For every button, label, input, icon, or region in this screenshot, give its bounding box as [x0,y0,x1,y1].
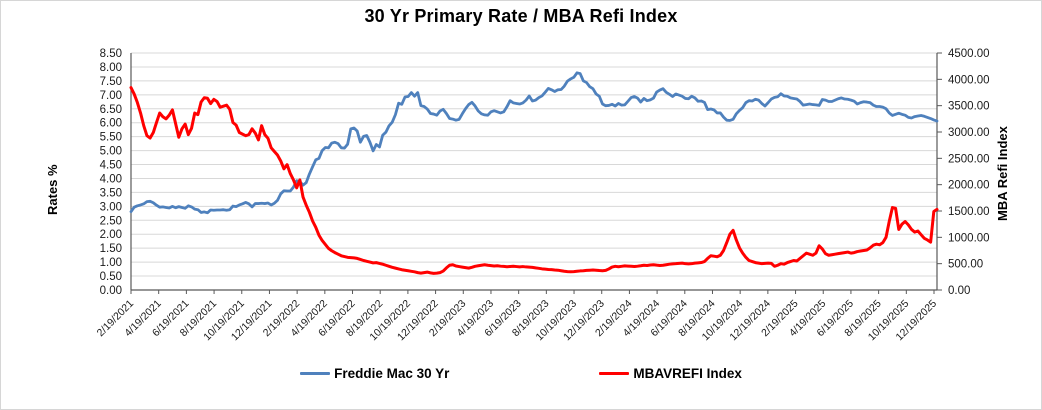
left-axis-tick-label: 1.50 [100,243,122,255]
right-axis-tick-label: 4500.00 [948,48,990,60]
legend: Freddie Mac 30 Yr MBAVREFI Index [1,366,1041,381]
left-axis-tick-label: 5.50 [100,132,122,144]
left-axis-tick-label: 2.50 [100,215,122,227]
left-axis-tick-label: 7.50 [100,76,122,88]
left-axis-tick-label: 4.00 [100,173,122,185]
right-axis-tick-label: 3500.00 [948,101,990,113]
left-axis-tick-label: 3.50 [100,187,122,199]
left-axis-tick-label: 5.00 [100,146,122,158]
left-axis-tick-label: 6.00 [100,118,122,130]
mbavrefi-line-swatch [599,372,630,375]
left-axis-tick-label: 3.00 [100,201,122,213]
left-axis-tick-label: 1.00 [100,257,122,269]
legend-item-mbavrefi: MBAVREFI Index [599,366,742,381]
left-axis-tick-label: 2.00 [100,229,122,241]
freddie-mac-series-line [129,71,939,215]
left-axis-tick-label: 6.50 [100,104,122,116]
right-axis-tick-label: 3000.00 [948,127,990,139]
legend-label-freddie-mac: Freddie Mac 30 Yr [334,366,450,381]
mbavrefi-series-line [129,86,939,275]
right-axis-tick-label: 1000.00 [948,232,990,244]
left-axis-tick-label: 7.00 [100,90,122,102]
chart-title: 30 Yr Primary Rate / MBA Refi Index [364,6,678,26]
legend-label-mbavrefi: MBAVREFI Index [633,366,742,381]
right-axis-tick-label: 0.00 [948,285,970,297]
freddie-mac-line-swatch [300,372,331,375]
right-axis-tick-label: 2500.00 [948,153,990,165]
left-axis-tick-label: 0.00 [100,285,122,297]
right-axis-tick-label: 4000.00 [948,74,990,86]
left-axis-tick-label: 8.50 [100,48,122,60]
left-axis-tick-label: 4.50 [100,160,122,172]
legend-item-freddie-mac: Freddie Mac 30 Yr [300,366,449,381]
left-axis-tick-label: 8.00 [100,62,122,74]
right-axis-tick-label: 2000.00 [948,180,990,192]
left-axis-tick-label: 0.50 [100,271,122,283]
right-axis-tick-label: 500.00 [948,259,983,271]
right-axis-tick-label: 1500.00 [948,206,990,218]
